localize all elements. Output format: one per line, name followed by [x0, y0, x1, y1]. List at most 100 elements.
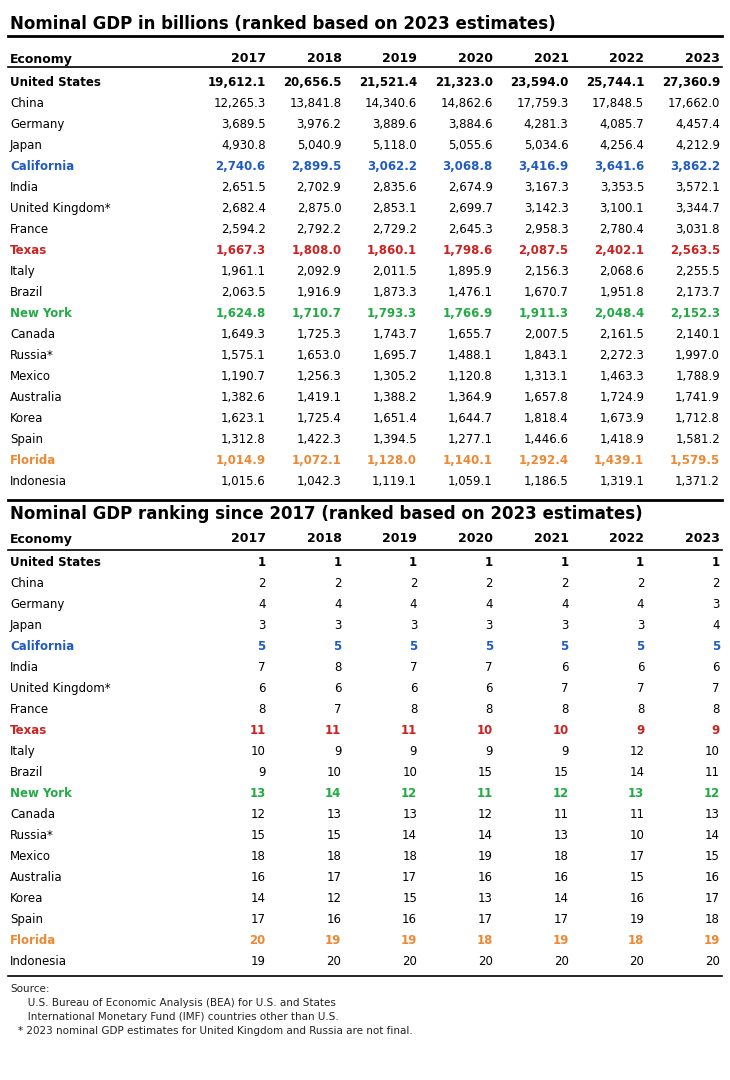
- Text: 1,419.1: 1,419.1: [296, 391, 342, 404]
- Text: Russia*: Russia*: [10, 829, 54, 842]
- Text: 2023: 2023: [685, 532, 720, 545]
- Text: 12: 12: [629, 745, 645, 758]
- Text: 1,446.6: 1,446.6: [523, 433, 569, 446]
- Text: Canada: Canada: [10, 328, 55, 341]
- Text: U.S. Bureau of Economic Analysis (BEA) for U.S. and States: U.S. Bureau of Economic Analysis (BEA) f…: [18, 998, 336, 1008]
- Text: 5: 5: [409, 640, 417, 653]
- Text: 3: 3: [410, 619, 417, 632]
- Text: 1,439.1: 1,439.1: [594, 454, 645, 467]
- Text: 1,463.3: 1,463.3: [599, 370, 645, 383]
- Text: 2019: 2019: [383, 53, 417, 66]
- Text: 7: 7: [712, 681, 720, 696]
- Text: 3: 3: [334, 619, 342, 632]
- Text: 1,798.6: 1,798.6: [442, 244, 493, 257]
- Text: 10: 10: [402, 766, 417, 779]
- Text: United States: United States: [10, 556, 101, 569]
- Text: Brazil: Brazil: [10, 766, 43, 779]
- Text: 21,323.0: 21,323.0: [435, 76, 493, 89]
- Text: 15: 15: [326, 829, 342, 842]
- Text: 2021: 2021: [534, 53, 569, 66]
- Text: 16: 16: [553, 870, 569, 885]
- Text: 2,011.5: 2,011.5: [372, 265, 417, 278]
- Text: 2,156.3: 2,156.3: [524, 265, 569, 278]
- Text: 4,457.4: 4,457.4: [675, 118, 720, 131]
- Text: 3: 3: [485, 619, 493, 632]
- Text: 20: 20: [705, 955, 720, 968]
- Text: 1,382.6: 1,382.6: [221, 391, 266, 404]
- Text: 4: 4: [258, 598, 266, 611]
- Text: 2018: 2018: [307, 532, 342, 545]
- Text: 1,292.4: 1,292.4: [518, 454, 569, 467]
- Text: 1,072.1: 1,072.1: [291, 454, 342, 467]
- Text: India: India: [10, 181, 39, 194]
- Text: 1,743.7: 1,743.7: [372, 328, 417, 341]
- Text: 4: 4: [561, 598, 569, 611]
- Text: California: California: [10, 640, 74, 653]
- Text: Nominal GDP ranking since 2017 (ranked based on 2023 estimates): Nominal GDP ranking since 2017 (ranked b…: [10, 505, 642, 523]
- Text: 15: 15: [705, 850, 720, 863]
- Text: 1,657.8: 1,657.8: [524, 391, 569, 404]
- Text: 2,835.6: 2,835.6: [372, 181, 417, 194]
- Text: 2,092.9: 2,092.9: [296, 265, 342, 278]
- Text: 16: 16: [629, 892, 645, 905]
- Text: 4: 4: [334, 598, 342, 611]
- Text: 1,319.1: 1,319.1: [599, 475, 645, 488]
- Text: 2,875.0: 2,875.0: [297, 202, 342, 215]
- Text: 3,862.2: 3,862.2: [670, 160, 720, 173]
- Text: 15: 15: [402, 892, 417, 905]
- Text: 2,140.1: 2,140.1: [675, 328, 720, 341]
- Text: 20: 20: [553, 955, 569, 968]
- Text: 1,364.9: 1,364.9: [448, 391, 493, 404]
- Text: 1: 1: [485, 556, 493, 569]
- Text: 18: 18: [705, 913, 720, 926]
- Text: 2,702.9: 2,702.9: [296, 181, 342, 194]
- Text: 1,422.3: 1,422.3: [296, 433, 342, 446]
- Text: 2,792.2: 2,792.2: [296, 222, 342, 237]
- Text: 2,255.5: 2,255.5: [675, 265, 720, 278]
- Text: 5: 5: [485, 640, 493, 653]
- Text: Indonesia: Indonesia: [10, 955, 67, 968]
- Text: 25,744.1: 25,744.1: [586, 76, 645, 89]
- Text: 2017: 2017: [231, 532, 266, 545]
- Text: 1,649.3: 1,649.3: [221, 328, 266, 341]
- Text: 17: 17: [705, 892, 720, 905]
- Text: Spain: Spain: [10, 913, 43, 926]
- Text: 3,062.2: 3,062.2: [367, 160, 417, 173]
- Text: 1,788.9: 1,788.9: [675, 370, 720, 383]
- Text: 1,741.9: 1,741.9: [675, 391, 720, 404]
- Text: 13: 13: [250, 787, 266, 800]
- Text: 8: 8: [637, 703, 645, 716]
- Text: 2,958.3: 2,958.3: [524, 222, 569, 237]
- Text: 2,682.4: 2,682.4: [221, 202, 266, 215]
- Text: 1,667.3: 1,667.3: [215, 244, 266, 257]
- Text: 3,889.6: 3,889.6: [372, 118, 417, 131]
- Text: 1: 1: [258, 556, 266, 569]
- Text: 13: 13: [478, 892, 493, 905]
- Text: 2: 2: [410, 577, 417, 590]
- Text: 11: 11: [553, 808, 569, 821]
- Text: 17: 17: [326, 870, 342, 885]
- Text: Italy: Italy: [10, 265, 36, 278]
- Text: 9: 9: [485, 745, 493, 758]
- Text: 2,173.7: 2,173.7: [675, 286, 720, 299]
- Text: 2,063.5: 2,063.5: [221, 286, 266, 299]
- Text: China: China: [10, 577, 44, 590]
- Text: 2: 2: [712, 577, 720, 590]
- Text: 9: 9: [334, 745, 342, 758]
- Text: California: California: [10, 160, 74, 173]
- Text: 12: 12: [478, 808, 493, 821]
- Text: 1,190.7: 1,190.7: [221, 370, 266, 383]
- Text: 2,563.5: 2,563.5: [669, 244, 720, 257]
- Text: 2,272.3: 2,272.3: [599, 349, 645, 362]
- Text: 14,340.6: 14,340.6: [365, 97, 417, 110]
- Text: 11: 11: [477, 787, 493, 800]
- Text: Economy: Economy: [10, 532, 73, 545]
- Text: 2,152.3: 2,152.3: [670, 307, 720, 320]
- Text: 6: 6: [334, 681, 342, 696]
- Text: 1,818.4: 1,818.4: [524, 411, 569, 426]
- Text: 1,793.3: 1,793.3: [367, 307, 417, 320]
- Text: 2021: 2021: [534, 532, 569, 545]
- Text: 17: 17: [402, 870, 417, 885]
- Text: 1,042.3: 1,042.3: [296, 475, 342, 488]
- Text: 18: 18: [628, 934, 645, 947]
